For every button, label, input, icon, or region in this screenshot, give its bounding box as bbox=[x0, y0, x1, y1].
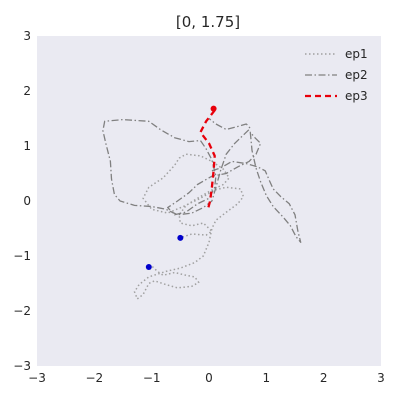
x-tick-label: −2 bbox=[85, 371, 103, 385]
x-tick-label: 2 bbox=[320, 371, 328, 385]
legend-label-ep3: ep3 bbox=[345, 89, 368, 103]
x-tick-label: −1 bbox=[143, 371, 161, 385]
series-line-ep3 bbox=[199, 109, 216, 210]
y-tick-label: 2 bbox=[23, 84, 31, 98]
legend: ep1 ep2 ep3 bbox=[305, 47, 368, 103]
y-tick-label: −3 bbox=[13, 359, 31, 373]
series-layer bbox=[102, 109, 302, 300]
y-tick-label: 0 bbox=[23, 194, 31, 208]
x-tick-label: 0 bbox=[205, 371, 213, 385]
point-marker bbox=[177, 234, 184, 241]
legend-label-ep2: ep2 bbox=[345, 68, 368, 82]
y-tick-label: 3 bbox=[23, 29, 31, 43]
point-marker bbox=[210, 105, 217, 112]
chart-title: [0, 1.75] bbox=[176, 13, 240, 31]
x-tick-label: 3 bbox=[377, 371, 385, 385]
y-tick-label: 1 bbox=[23, 139, 31, 153]
point-marker bbox=[145, 264, 152, 270]
legend-label-ep1: ep1 bbox=[345, 47, 368, 61]
y-axis: −3 −2 −1 0 1 2 3 bbox=[13, 29, 31, 373]
y-tick-label: −2 bbox=[13, 304, 31, 318]
plot-area bbox=[37, 36, 381, 366]
x-tick-label: 1 bbox=[263, 371, 271, 385]
y-tick-label: −1 bbox=[13, 249, 31, 263]
x-axis: −3 −2 −1 0 1 2 3 bbox=[28, 371, 385, 385]
series-line-ep2 bbox=[102, 117, 302, 243]
marker-layer bbox=[145, 105, 217, 270]
x-tick-label: −3 bbox=[28, 371, 46, 385]
